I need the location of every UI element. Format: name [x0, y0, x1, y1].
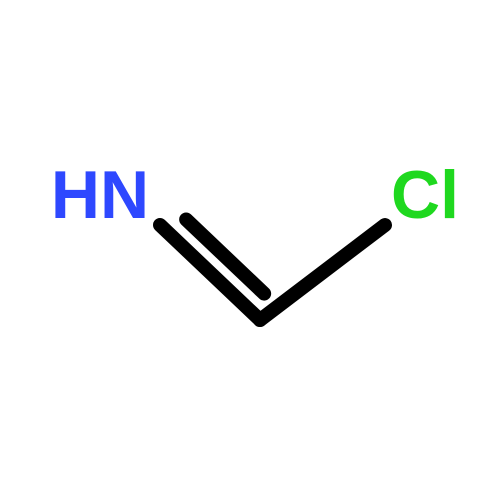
canvas-background: [0, 0, 500, 500]
atom-label-HN: HN: [51, 157, 149, 233]
atom-label-Cl: Cl: [391, 157, 459, 233]
molecule-diagram: HN Cl: [0, 0, 500, 500]
